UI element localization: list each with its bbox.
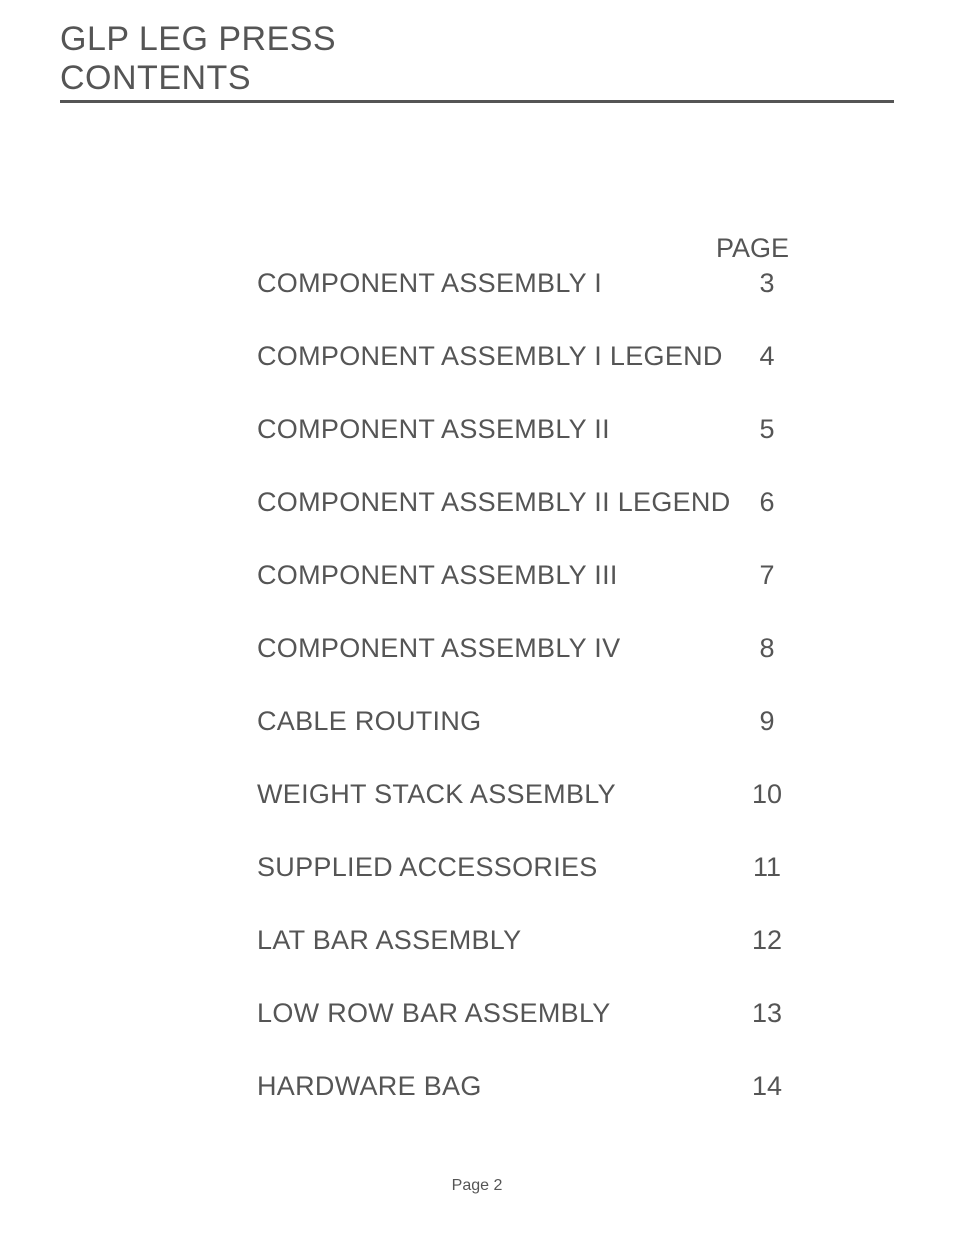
document-title-line1: GLP LEG PRESS [60,20,894,59]
toc-entry-title: COMPONENT ASSEMBLY I LEGEND [257,341,723,372]
toc-entry-title: COMPONENT ASSEMBLY I [257,268,602,299]
toc-entry-title: HARDWARE BAG [257,1071,482,1102]
toc-row: COMPONENT ASSEMBLY II 5 [257,414,797,445]
toc-entry-title: CABLE ROUTING [257,706,481,737]
toc-row: COMPONENT ASSEMBLY I LEGEND 4 [257,341,797,372]
toc-entry-page: 3 [737,268,797,299]
toc-row: WEIGHT STACK ASSEMBLY 10 [257,779,797,810]
toc-row: COMPONENT ASSEMBLY III 7 [257,560,797,591]
toc-row: LAT BAR ASSEMBLY 12 [257,925,797,956]
page-footer: Page 2 [0,1177,954,1195]
toc-entry-page: 6 [737,487,797,518]
toc-entry-page: 5 [737,414,797,445]
table-of-contents: PAGE COMPONENT ASSEMBLY I 3 COMPONENT AS… [157,233,797,1102]
document-header: GLP LEG PRESS CONTENTS [0,0,954,98]
toc-row: COMPONENT ASSEMBLY IV 8 [257,633,797,664]
toc-row: COMPONENT ASSEMBLY II LEGEND 6 [257,487,797,518]
toc-entry-page: 7 [737,560,797,591]
header-underline [60,100,894,103]
toc-entry-title: SUPPLIED ACCESSORIES [257,852,598,883]
toc-entry-page: 4 [737,341,797,372]
toc-entry-title: WEIGHT STACK ASSEMBLY [257,779,616,810]
toc-entry-page: 10 [737,779,797,810]
toc-entry-title: COMPONENT ASSEMBLY III [257,560,618,591]
toc-entry-page: 11 [737,852,797,883]
page-column-header: PAGE [257,233,797,264]
toc-entry-title: LAT BAR ASSEMBLY [257,925,521,956]
toc-row: CABLE ROUTING 9 [257,706,797,737]
toc-entry-page: 14 [737,1071,797,1102]
toc-entry-page: 9 [737,706,797,737]
toc-entry-title: COMPONENT ASSEMBLY IV [257,633,620,664]
document-title-line2: CONTENTS [60,59,894,98]
toc-row: LOW ROW BAR ASSEMBLY 13 [257,998,797,1029]
toc-row: HARDWARE BAG 14 [257,1071,797,1102]
toc-entry-page: 8 [737,633,797,664]
toc-entry-page: 13 [737,998,797,1029]
toc-row: SUPPLIED ACCESSORIES 11 [257,852,797,883]
toc-entry-page: 12 [737,925,797,956]
toc-entry-title: COMPONENT ASSEMBLY II LEGEND [257,487,731,518]
toc-row: COMPONENT ASSEMBLY I 3 [257,268,797,299]
toc-entry-title: COMPONENT ASSEMBLY II [257,414,610,445]
toc-entry-title: LOW ROW BAR ASSEMBLY [257,998,611,1029]
